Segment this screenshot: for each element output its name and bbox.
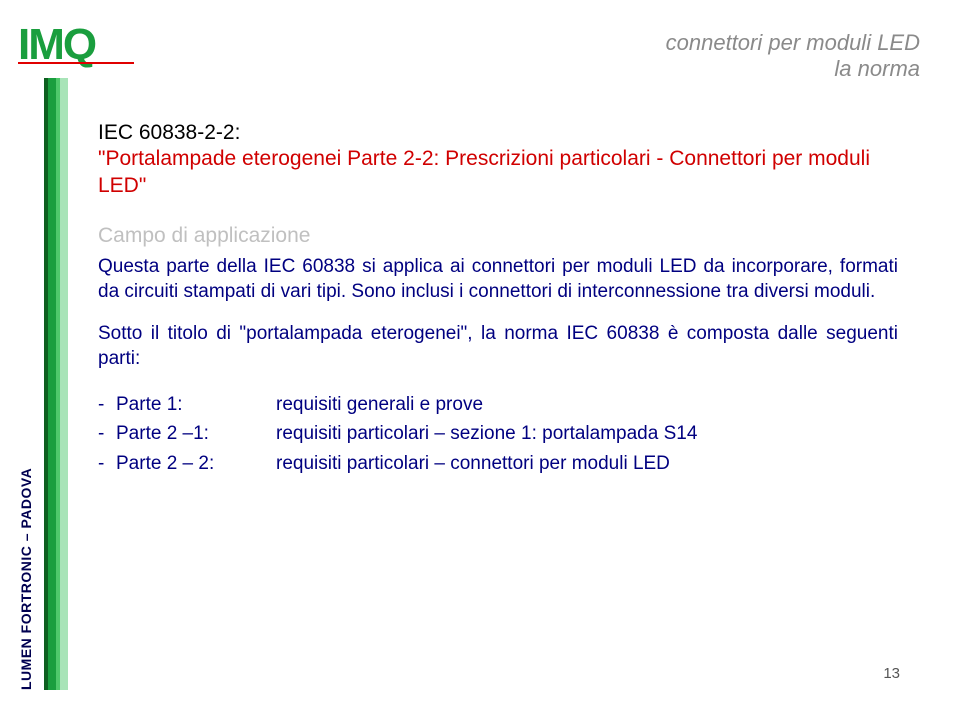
list-item: - Parte 2 –1: requisiti particolari – se…: [98, 419, 898, 448]
page-number: 13: [883, 665, 900, 682]
list-desc: requisiti generali e prove: [276, 390, 898, 419]
logo-underline: [18, 62, 134, 64]
standard-code: IEC 60838-2-2:: [98, 120, 898, 146]
header-right: connettori per moduli LED la norma: [666, 30, 920, 83]
scope-body: Questa parte della IEC 60838 si applica …: [98, 255, 898, 304]
list-item: - Parte 1: requisiti generali e prove: [98, 390, 898, 419]
header-line-2: la norma: [666, 56, 920, 82]
parts-intro: Sotto il titolo di "portalampada eteroge…: [98, 322, 898, 371]
list-bullet: -: [98, 449, 116, 478]
list-bullet: -: [98, 390, 116, 419]
header-line-1: connettori per moduli LED: [666, 30, 920, 56]
list-desc: requisiti particolari – sezione 1: porta…: [276, 419, 898, 448]
list-bullet: -: [98, 419, 116, 448]
list-label: Parte 1:: [116, 390, 276, 419]
parts-list: - Parte 1: requisiti generali e prove - …: [98, 390, 898, 478]
list-label: Parte 2 – 2:: [116, 449, 276, 478]
list-desc: requisiti particolari – connettori per m…: [276, 449, 898, 478]
list-label: Parte 2 –1:: [116, 419, 276, 448]
sidebar-text: LUMEN FORTRONIC – PADOVA: [18, 468, 34, 690]
scope-heading: Campo di applicazione: [98, 223, 898, 249]
content: IEC 60838-2-2: "Portalampade eterogenei …: [98, 120, 898, 478]
list-item: - Parte 2 – 2: requisiti particolari – c…: [98, 449, 898, 478]
sidebar-stripe: [44, 78, 68, 690]
standard-title: "Portalampade eterogenei Parte 2-2: Pres…: [98, 146, 898, 199]
